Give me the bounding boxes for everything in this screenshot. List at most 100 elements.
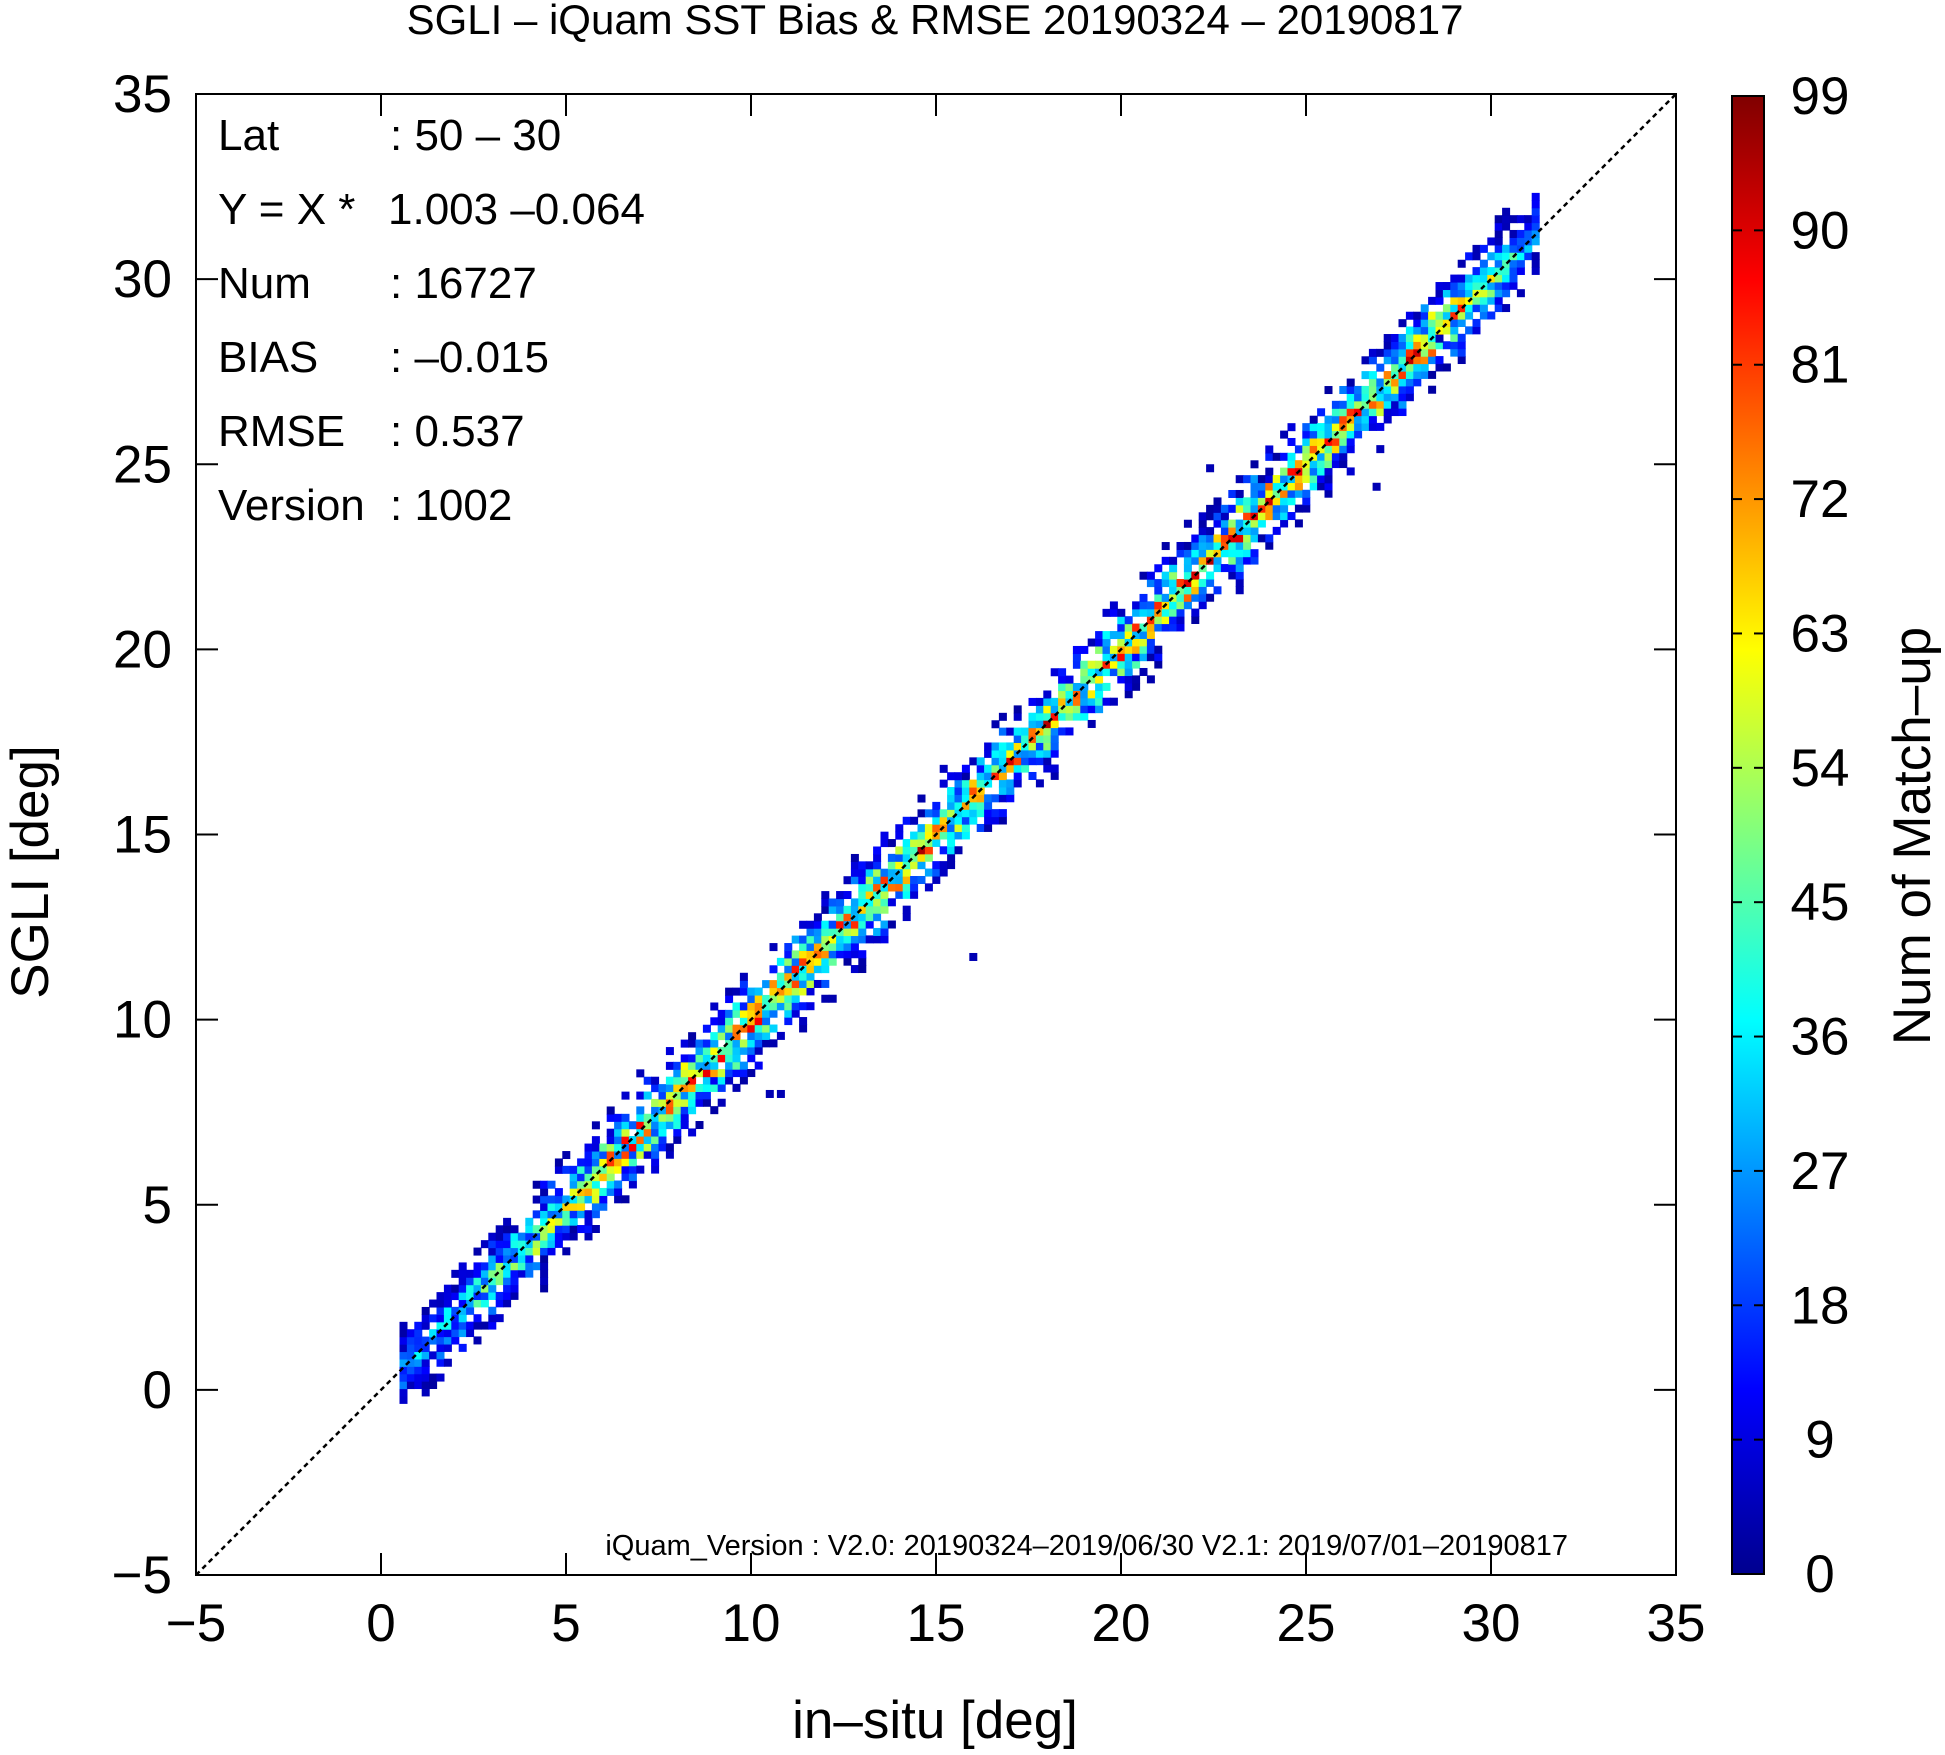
heatmap-cell	[1043, 712, 1052, 721]
heatmap-cell	[1095, 682, 1104, 691]
heatmap-cell	[1013, 772, 1022, 781]
heatmap-cell	[991, 764, 1000, 773]
heatmap-cell	[1287, 423, 1296, 432]
heatmap-cell	[917, 853, 926, 862]
heatmap-cell	[1428, 296, 1437, 305]
heatmap-cell	[1161, 579, 1170, 588]
heatmap-cell	[910, 816, 919, 825]
heatmap-cell	[1302, 423, 1311, 432]
heatmap-cell	[1250, 549, 1259, 558]
heatmap-cell	[1287, 497, 1296, 506]
heatmap-cell	[1309, 430, 1318, 439]
stat-key: Y = X *	[218, 185, 355, 234]
heatmap-cell	[1228, 564, 1237, 573]
heatmap-cell	[569, 1180, 578, 1189]
heatmap-cell	[732, 1061, 741, 1070]
heatmap-cell	[1457, 289, 1466, 298]
heatmap-cell	[1206, 593, 1215, 602]
heatmap-cell	[1154, 586, 1163, 595]
heatmap-cell	[858, 927, 867, 937]
heatmap-cell	[1420, 333, 1429, 342]
heatmap-cell	[614, 1113, 623, 1122]
heatmap-cell	[887, 898, 896, 907]
heatmap-cell	[517, 1262, 526, 1271]
heatmap-cell	[961, 794, 970, 803]
heatmap-cell	[1391, 378, 1400, 387]
heatmap-cell	[850, 876, 859, 885]
heatmap-cell	[1472, 281, 1481, 290]
heatmap-cell	[443, 1299, 452, 1308]
heatmap-cell	[754, 1061, 763, 1070]
heatmap-cell	[480, 1299, 489, 1308]
heatmap-cell	[1442, 319, 1451, 328]
heatmap-cell	[1080, 682, 1089, 691]
heatmap-cell	[865, 905, 874, 914]
heatmap-cell	[599, 1150, 608, 1159]
heatmap-cell	[799, 950, 808, 959]
heatmap-cell	[1428, 341, 1437, 350]
one-to-one-reference-line	[195, 93, 1677, 1576]
heatmap-cell	[1524, 229, 1533, 238]
heatmap-cell	[1109, 631, 1118, 640]
heatmap-cell	[414, 1336, 423, 1345]
heatmap-cell	[562, 1151, 571, 1160]
heatmap-cell	[747, 1039, 756, 1048]
heatmap-cell	[451, 1269, 460, 1278]
heatmap-cell	[1095, 645, 1104, 654]
heatmap-cell	[406, 1381, 415, 1390]
heatmap-cell	[1183, 571, 1192, 580]
heatmap-cell	[828, 935, 837, 944]
heatmap-cell	[991, 794, 1000, 803]
heatmap-cell	[739, 1061, 748, 1070]
heatmap-cell	[732, 1039, 741, 1048]
heatmap-cell	[1405, 363, 1414, 372]
heatmap-cell	[1191, 541, 1200, 550]
heatmap-cell	[429, 1380, 438, 1389]
heatmap-cell	[828, 898, 837, 907]
heatmap-cell	[1058, 668, 1067, 677]
heatmap-cell	[954, 787, 963, 796]
heatmap-cell	[495, 1254, 504, 1263]
heatmap-cell	[1442, 282, 1451, 291]
heatmap-cell	[947, 816, 956, 825]
heatmap-cell	[1035, 705, 1044, 714]
heatmap-cell	[414, 1344, 423, 1353]
heatmap-cell	[1368, 385, 1377, 394]
heatmap-cell	[1405, 326, 1414, 335]
heatmap-cell	[1146, 630, 1155, 639]
heatmap-cell	[1354, 415, 1363, 424]
heatmap-cell	[873, 876, 882, 885]
heatmap-cell	[1043, 727, 1052, 736]
heatmap-cell	[451, 1306, 460, 1315]
heatmap-cell	[710, 1054, 719, 1063]
heatmap-cell	[865, 913, 874, 922]
heatmap-cell	[954, 772, 963, 781]
heatmap-cell	[947, 824, 956, 833]
heatmap-cell	[1235, 564, 1244, 573]
heatmap-cell	[466, 1299, 475, 1308]
heatmap-cell	[1065, 712, 1074, 721]
heatmap-cell	[1206, 578, 1215, 587]
heatmap-cell	[717, 1024, 726, 1033]
heatmap-cell	[429, 1351, 438, 1360]
heatmap-cell	[1146, 571, 1155, 580]
heatmap-cell	[1117, 608, 1126, 617]
heatmap-cell	[621, 1150, 630, 1159]
heatmap-cell	[1302, 474, 1311, 483]
heatmap-cell	[1124, 645, 1133, 654]
heatmap-cell	[873, 883, 882, 892]
heatmap-cell	[806, 1002, 815, 1011]
heatmap-cell	[1413, 341, 1422, 350]
heatmap-cell	[658, 1091, 667, 1100]
heatmap-cell	[1531, 192, 1540, 201]
heatmap-cell	[1065, 705, 1074, 714]
heatmap-cell	[429, 1336, 438, 1345]
heatmap-cell	[1213, 541, 1222, 550]
heatmap-cell	[1368, 422, 1377, 431]
colorbar-tick-label: 45	[1791, 873, 1850, 932]
heatmap-cell	[732, 1046, 741, 1055]
heatmap-cell	[1435, 289, 1444, 298]
heatmap-cell	[961, 786, 970, 795]
heatmap-cell	[1272, 452, 1281, 461]
heatmap-cell	[1317, 452, 1326, 461]
